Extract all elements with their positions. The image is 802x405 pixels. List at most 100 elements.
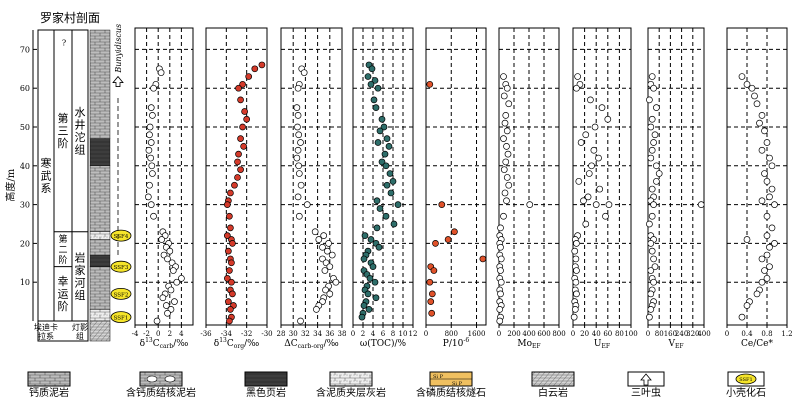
y-tick-label: 70 [20, 45, 30, 54]
legend-label: 含磷质结核燧石 [416, 386, 486, 399]
bottom-formation-label: 灯影 [72, 322, 88, 332]
chert-symbol-label: Si P [452, 381, 463, 387]
y-tick-label: 50 [20, 123, 30, 132]
chert-symbol-label: Si P [433, 374, 444, 380]
data-point [326, 263, 334, 271]
data-point [651, 263, 659, 271]
panel-x-tick-label: 0 [571, 330, 575, 338]
panel-x-tick-label: 100 [624, 330, 637, 338]
bottom-system-label: 拉系 [38, 331, 54, 341]
data-point [430, 267, 438, 274]
data-point [383, 181, 391, 189]
data-point [169, 267, 177, 274]
data-point [229, 240, 236, 247]
legend-label: 黑色页岩 [246, 386, 286, 399]
panel-frame [134, 27, 194, 326]
panel-x-tick-label: 34 [313, 330, 322, 338]
data-point [300, 69, 308, 77]
data-point [394, 201, 402, 208]
data-point [364, 290, 372, 298]
legend-item-dolomite: 白云岩 [531, 371, 575, 399]
data-point [378, 115, 386, 123]
data-point [147, 104, 155, 111]
legend-item-calcareous-mudstone: 钙质泥岩 [27, 371, 71, 399]
data-point [766, 243, 773, 251]
data-point [573, 84, 580, 92]
panel-x-tick-label: 0.8 [761, 330, 772, 338]
data-point [766, 154, 773, 162]
data-point [295, 170, 303, 177]
data-point [766, 263, 773, 271]
legend-swatch [531, 371, 575, 387]
data-point [325, 240, 332, 247]
data-point [505, 181, 513, 189]
data-point [231, 181, 238, 189]
strat-series-label-char: 系 [41, 182, 52, 195]
data-point [648, 185, 656, 193]
legend-swatch [27, 371, 71, 387]
ssf-oval [110, 260, 132, 273]
data-point [496, 306, 504, 313]
data-point [500, 73, 507, 80]
strat-series-label-char: 寒 [41, 156, 52, 170]
panel-x-tick-label: 10 [399, 330, 408, 338]
data-point [697, 201, 705, 208]
data-point [505, 100, 513, 108]
data-point [647, 290, 655, 298]
data-point [303, 201, 311, 208]
data-point [326, 290, 334, 298]
ssf-icon-label: SSF1 [739, 377, 752, 383]
data-point [771, 201, 778, 208]
data-point [501, 189, 509, 197]
data-point [224, 232, 231, 239]
data-point [580, 197, 587, 205]
data-point [502, 158, 510, 166]
data-point [332, 278, 340, 286]
data-point [647, 154, 655, 162]
legend-item-trilobite: 三叶虫 [627, 371, 665, 399]
data-point [653, 177, 660, 185]
legend-swatch [329, 371, 373, 387]
panel-x-tick-label: 36 [325, 330, 334, 338]
panel-frame [726, 27, 788, 326]
strat-formation-label-char: 沱 [75, 130, 86, 144]
data-point [358, 313, 366, 321]
data-point [648, 247, 656, 255]
data-point [768, 185, 776, 193]
panel-x-label: UEF [594, 339, 610, 350]
data-point [500, 212, 507, 220]
stratigraphic-column: 寒武系第三阶第二阶幸运阶水井沱组岩家河组埃迪卡拉系灯影组?SSF4SSF3SSF… [34, 24, 132, 342]
data-point [371, 77, 379, 84]
data-point [647, 240, 655, 247]
data-point [295, 162, 303, 170]
data-point [239, 80, 246, 88]
panel-x-tick-label: 200 [507, 330, 520, 338]
data-point [646, 220, 653, 228]
panel-x-tick-label: 38 [338, 330, 347, 338]
data-point [224, 274, 231, 282]
strat-stage-label-char: 幸 [58, 275, 69, 288]
strat-stage-label-char: 第 [58, 111, 69, 125]
data-point [590, 146, 598, 154]
panel-x-tick-label: 0 [497, 330, 501, 338]
lithology-bed [89, 165, 111, 232]
data-point [503, 197, 510, 205]
data-point [311, 228, 319, 236]
data-point [225, 298, 232, 305]
data-point [650, 201, 657, 208]
data-point [497, 224, 504, 232]
strat-stage-label-char: 阶 [58, 299, 69, 313]
panel-x-tick-label: 80 [655, 330, 664, 338]
data-point [763, 177, 771, 185]
strat-formation-label-char: 水 [75, 106, 86, 119]
data-point [371, 278, 379, 286]
strat-formation-label-char: 河 [75, 276, 86, 289]
data-point [428, 309, 436, 317]
data-point [444, 236, 452, 243]
data-point [237, 135, 244, 142]
data-point [647, 267, 655, 274]
panel-x-label: MoEF [517, 339, 540, 350]
